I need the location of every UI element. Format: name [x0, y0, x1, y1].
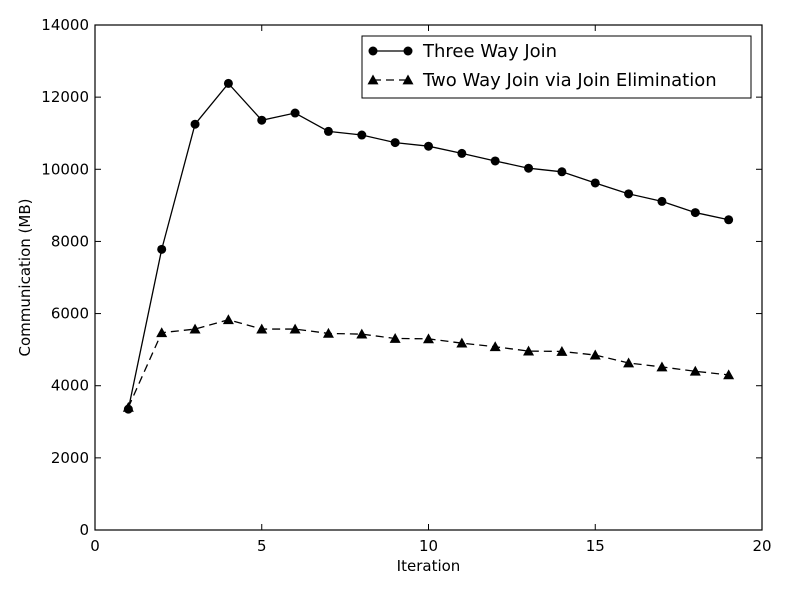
y-axis-label: Communication (MB)	[16, 199, 34, 357]
data-point-two-way-join-via-join-elimination	[589, 349, 601, 360]
data-point-two-way-join-via-join-elimination	[189, 323, 201, 334]
legend-marker	[367, 74, 379, 85]
legend-marker	[402, 74, 414, 85]
data-point-three-way-join	[223, 78, 233, 88]
y-tick-label: 6000	[51, 305, 89, 323]
data-point-three-way-join	[257, 115, 267, 125]
series-lines	[127, 82, 729, 410]
y-tick-label: 12000	[41, 88, 89, 106]
data-point-two-way-join-via-join-elimination	[289, 323, 301, 334]
data-point-three-way-join	[590, 178, 600, 188]
x-tick-label: 5	[257, 537, 267, 555]
data-point-three-way-join	[157, 244, 167, 254]
data-point-three-way-join	[524, 163, 534, 173]
x-axis-label: Iteration	[397, 557, 461, 575]
data-point-two-way-join-via-join-elimination	[256, 323, 268, 334]
data-point-two-way-join-via-join-elimination	[723, 369, 735, 380]
data-point-two-way-join-via-join-elimination	[489, 341, 501, 352]
legend-box	[361, 35, 752, 99]
data-point-three-way-join	[424, 141, 433, 151]
data-point-two-way-join-via-join-elimination	[656, 361, 668, 372]
series-line-two-way-join-via-join-elimination	[127, 319, 729, 408]
data-point-two-way-join-via-join-elimination	[423, 333, 434, 344]
data-point-three-way-join	[290, 108, 300, 118]
y-tick-label: 14000	[41, 16, 89, 34]
x-tick-label: 0	[90, 537, 100, 555]
data-point-three-way-join	[624, 189, 634, 199]
data-point-three-way-join	[323, 126, 333, 136]
data-point-two-way-join-via-join-elimination	[322, 327, 334, 338]
legend-label-two-way-join: Two Way Join via Join Elimination	[422, 70, 717, 91]
data-point-two-way-join-via-join-elimination	[456, 337, 468, 348]
data-point-three-way-join	[490, 156, 500, 166]
x-tick-label: 10	[419, 537, 438, 555]
plot-area-frame	[94, 24, 763, 531]
series-markers	[122, 78, 735, 414]
data-point-three-way-join	[724, 215, 734, 225]
data-point-two-way-join-via-join-elimination	[222, 314, 234, 325]
y-tick-label: 2000	[51, 449, 89, 467]
data-point-two-way-join-via-join-elimination	[389, 332, 401, 343]
data-point-two-way-join-via-join-elimination	[523, 345, 535, 356]
legend-label-three-way-join: Three Way Join	[422, 41, 557, 62]
legend-marker	[368, 46, 378, 56]
legend-markers-two-way-join	[367, 74, 414, 85]
data-point-two-way-join-via-join-elimination	[689, 365, 701, 376]
data-point-three-way-join	[190, 119, 200, 129]
data-point-three-way-join	[390, 138, 400, 148]
data-point-two-way-join-via-join-elimination	[156, 327, 168, 338]
y-tick-label: 10000	[41, 160, 89, 178]
x-tick-label: 20	[752, 537, 771, 555]
y-tick-label: 0	[79, 521, 89, 539]
axis-ticks: 0 5 10 15 20 0 2000 4000 6000 8000 10000 12000 14000	[41, 16, 771, 555]
series-line-three-way-join	[127, 82, 729, 410]
data-point-two-way-join-via-join-elimination	[623, 357, 635, 368]
data-point-three-way-join	[690, 208, 700, 218]
data-point-three-way-join	[657, 196, 667, 206]
y-tick-label: 4000	[51, 377, 89, 395]
data-point-three-way-join	[357, 130, 367, 140]
data-point-two-way-join-via-join-elimination	[556, 345, 568, 356]
data-point-three-way-join	[457, 148, 467, 158]
y-tick-label: 8000	[51, 232, 89, 250]
data-point-three-way-join	[557, 167, 567, 177]
legend: Three Way Join Two Way Join via Join Eli…	[361, 35, 752, 99]
legend-marker	[403, 46, 413, 56]
legend-markers-three-way-join	[368, 46, 413, 56]
data-point-two-way-join-via-join-elimination	[356, 328, 368, 339]
data-point-two-way-join-via-join-elimination	[122, 401, 134, 412]
x-tick-label: 15	[586, 537, 605, 555]
